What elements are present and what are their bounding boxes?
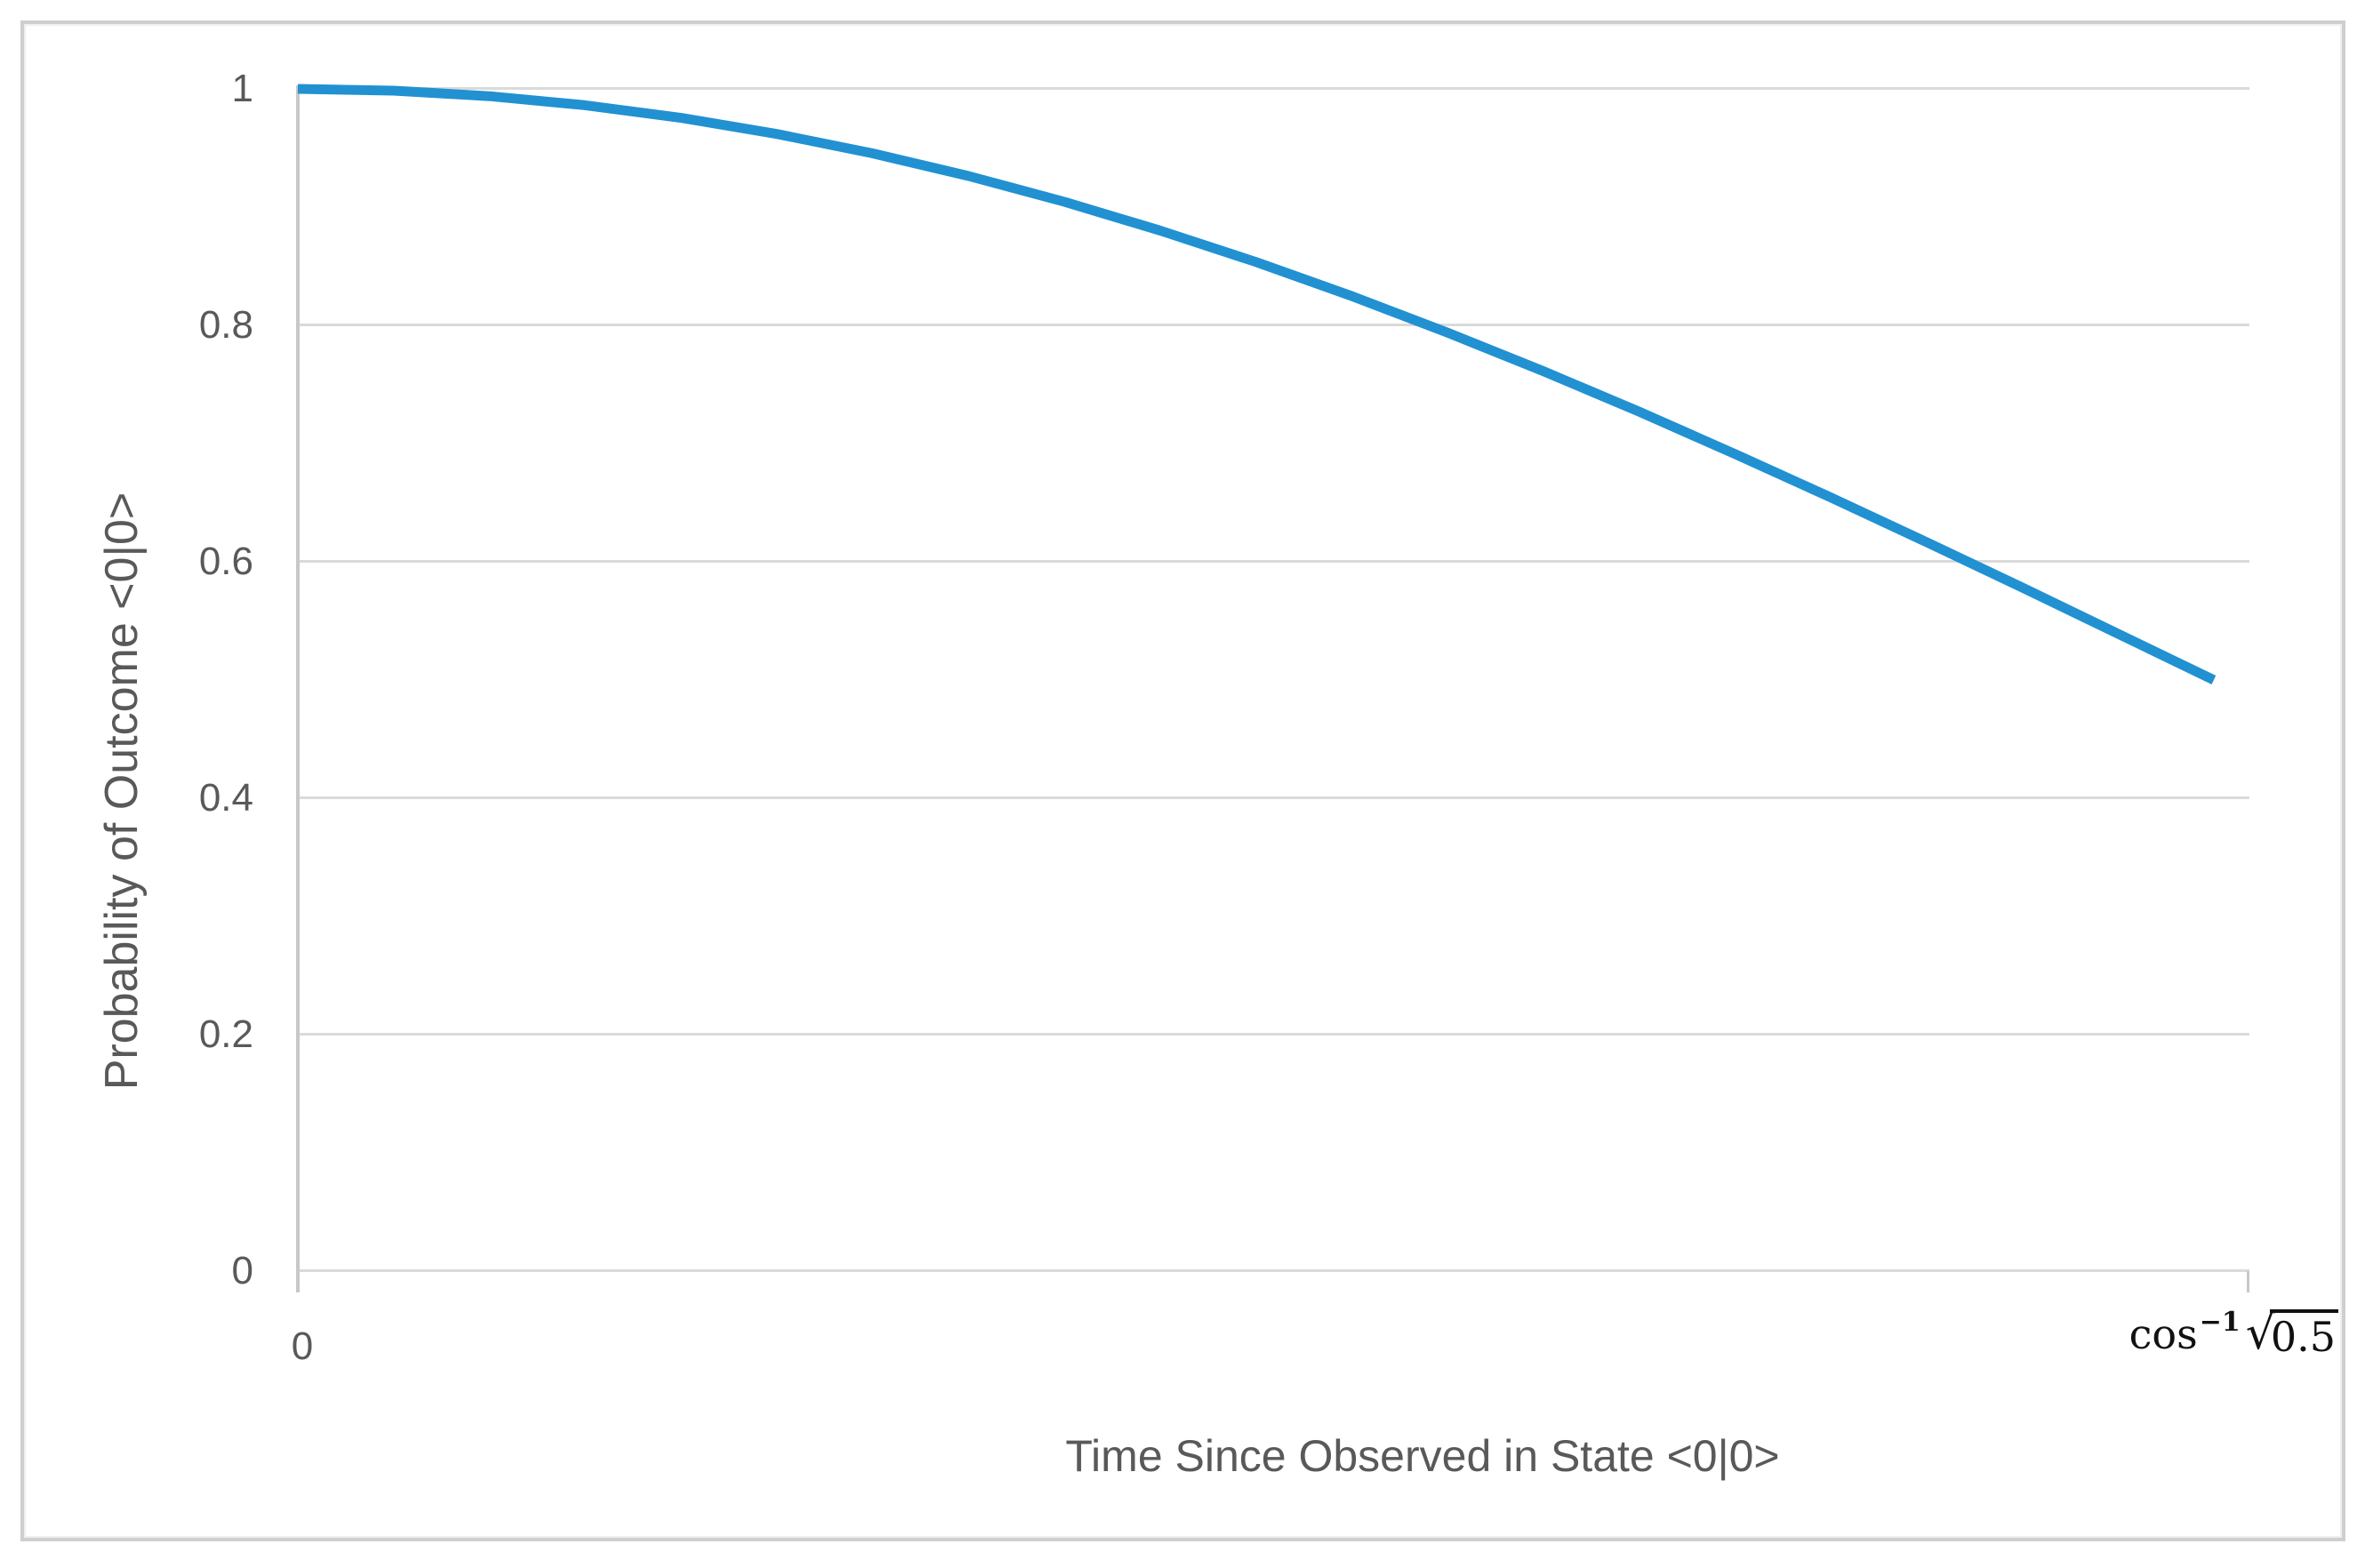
x-tick-label-max: cos−1 √0.5 — [2045, 1298, 2338, 1369]
math-radical-sign: √ — [2245, 1307, 2275, 1360]
y-tick-label: 0 — [231, 1249, 253, 1292]
chart-border-frame — [20, 20, 2345, 1541]
math-exponent: −1 — [2199, 1307, 2241, 1338]
gridline — [298, 560, 2249, 563]
gridline — [298, 324, 2249, 326]
gridline — [298, 87, 2249, 90]
gridline — [298, 796, 2249, 799]
y-axis-line — [296, 85, 300, 1292]
y-tick-label: 0.6 — [198, 540, 253, 583]
y-tick-label: 0.8 — [198, 303, 253, 347]
x-tick-label-zero: 0 — [291, 1324, 314, 1368]
gridline — [298, 1269, 2249, 1272]
math-radicand: 0.5 — [2269, 1309, 2338, 1361]
x-axis-title: Time Since Observed in State <0|0> — [1065, 1431, 1780, 1481]
y-tick-label: 0.4 — [198, 776, 253, 820]
y-tick-label: 1 — [231, 67, 253, 110]
probability-curve — [297, 84, 2217, 684]
x-axis-right-tick — [2247, 1271, 2249, 1292]
math-cos: cos — [2128, 1310, 2198, 1358]
y-tick-label: 0.2 — [198, 1012, 253, 1056]
gridline — [298, 1033, 2249, 1036]
